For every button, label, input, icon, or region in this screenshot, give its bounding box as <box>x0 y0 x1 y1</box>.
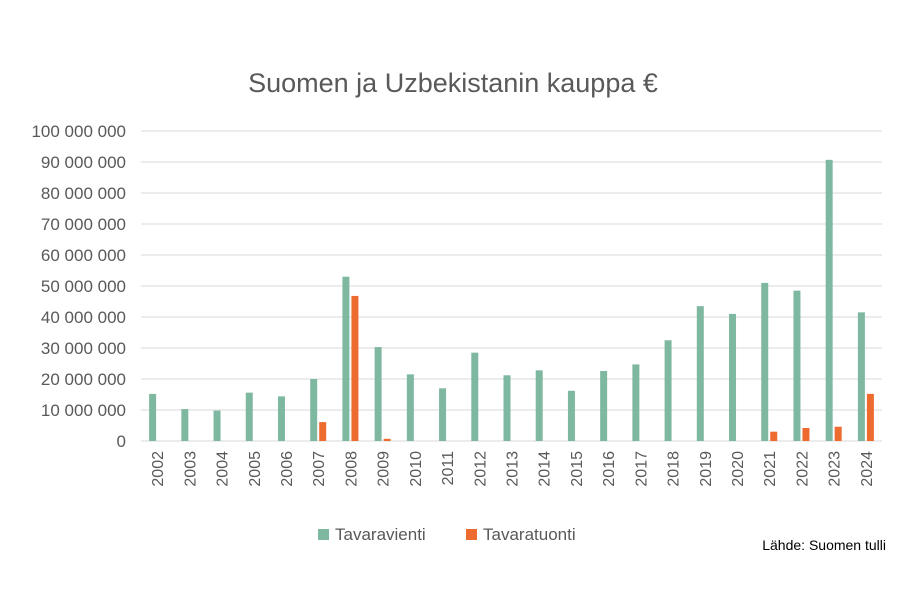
x-tick-label: 2024 <box>859 451 876 487</box>
x-tick-label: 2009 <box>376 451 393 487</box>
bar-tavaravienti-2008 <box>342 276 350 441</box>
y-axis-ticks: 0 10 000 000 20 000 000 30 000 000 40 000 00… <box>31 122 126 451</box>
bar-tavaravienti-2009 <box>374 347 382 441</box>
bar-tavaratuonti-2022 <box>802 427 810 441</box>
y-tick-label: 50 000 000 <box>41 277 126 296</box>
x-tick-label: 2020 <box>730 451 747 487</box>
bar-tavaravienti-2011 <box>439 388 447 441</box>
bar-tavaratuonti-2023 <box>834 426 842 441</box>
bar-tavaravienti-2002 <box>149 393 157 441</box>
x-tick-label: 2003 <box>182 451 199 487</box>
bar-tavaravienti-2014 <box>535 370 543 441</box>
bar-tavaravienti-2021 <box>761 282 769 441</box>
x-tick-label: 2006 <box>279 451 296 487</box>
bar-tavaravienti-2016 <box>600 370 608 441</box>
y-tick-label: 100 000 000 <box>31 122 126 141</box>
x-tick-label: 2008 <box>343 451 360 487</box>
bar-tavaravienti-2013 <box>503 375 511 441</box>
x-tick-label: 2022 <box>794 451 811 487</box>
x-tick-label: 2005 <box>247 451 264 487</box>
x-tick-label: 2011 <box>440 451 457 486</box>
y-tick-label: 20 000 000 <box>41 370 126 389</box>
y-tick-label: 0 <box>117 432 126 451</box>
bar-tavaravienti-2018 <box>664 340 672 441</box>
bar-tavaravienti-2003 <box>181 409 189 441</box>
chart-title: Suomen ja Uzbekistanin kauppa € <box>248 68 658 98</box>
bar-tavaratuonti-2024 <box>866 393 874 441</box>
y-tick-label: 10 000 000 <box>41 401 126 420</box>
x-tick-label: 2015 <box>569 451 586 487</box>
bar-tavaravienti-2004 <box>213 410 221 441</box>
bar-tavaravienti-2005 <box>245 392 253 441</box>
legend-label: Tavaratuonti <box>483 525 576 544</box>
legend-swatch <box>466 529 477 540</box>
y-tick-label: 30 000 000 <box>41 339 126 358</box>
bar-tavaratuonti-2008 <box>351 295 359 441</box>
bar-tavaratuonti-2021 <box>770 431 778 441</box>
x-tick-label: 2012 <box>472 451 489 487</box>
gridlines <box>141 130 882 442</box>
y-tick-label: 40 000 000 <box>41 308 126 327</box>
bar-tavaravienti-2023 <box>825 159 833 441</box>
y-tick-label: 70 000 000 <box>41 215 126 234</box>
x-tick-label: 2007 <box>311 451 328 487</box>
bar-tavaravienti-2010 <box>406 374 414 441</box>
bar-tavaravienti-2017 <box>632 364 640 441</box>
y-tick-label: 80 000 000 <box>41 184 126 203</box>
x-tick-label: 2017 <box>633 451 650 487</box>
legend-label: Tavaravienti <box>335 525 426 544</box>
x-tick-label: 2002 <box>150 451 167 487</box>
x-tick-label: 2014 <box>537 451 554 487</box>
bar-tavaravienti-2012 <box>471 352 479 441</box>
x-tick-label: 2019 <box>698 451 715 487</box>
bar-tavaravienti-2006 <box>277 396 285 441</box>
x-tick-label: 2023 <box>827 451 844 487</box>
bar-tavaravienti-2024 <box>857 312 865 441</box>
x-axis-ticks: 2002 2003 2004 2005 2006 2007 2008 2009 2010 2011… <box>150 451 876 487</box>
bar-tavaratuonti-2007 <box>319 422 327 441</box>
source-note: Lähde: Suomen tulli <box>762 537 886 553</box>
bar-tavaravienti-2007 <box>310 379 318 441</box>
bar-tavaravienti-2015 <box>567 390 575 441</box>
legend-swatch <box>318 529 329 540</box>
x-tick-label: 2010 <box>408 451 425 487</box>
x-tick-label: 2021 <box>762 451 779 487</box>
x-tick-label: 2013 <box>505 451 522 487</box>
y-tick-label: 90 000 000 <box>41 153 126 172</box>
bar-tavaravienti-2022 <box>793 290 801 441</box>
bars <box>149 159 874 441</box>
y-tick-label: 60 000 000 <box>41 246 126 265</box>
bar-tavaratuonti-2009 <box>383 438 391 441</box>
bar-tavaravienti-2020 <box>729 313 737 441</box>
bar-tavaravienti-2019 <box>696 306 704 441</box>
legend: Tavaravienti Tavaratuonti <box>318 525 576 544</box>
x-tick-label: 2004 <box>215 451 232 487</box>
x-tick-label: 2018 <box>666 451 683 487</box>
x-tick-label: 2016 <box>601 451 618 487</box>
